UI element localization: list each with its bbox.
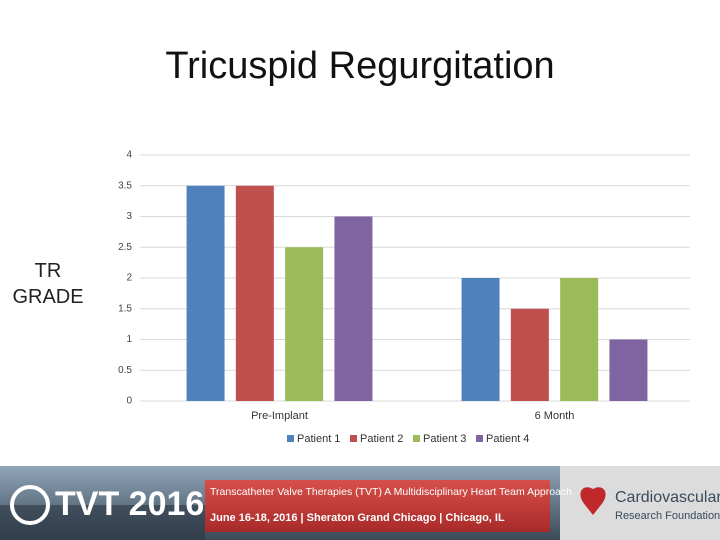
bar xyxy=(285,247,324,401)
details: June 16-18, 2016 | Sheraton Grand Chicag… xyxy=(210,512,505,524)
bar xyxy=(235,185,274,401)
org-logo xyxy=(580,487,606,515)
legend-swatch xyxy=(287,435,294,442)
legend-label: Patient 1 xyxy=(297,433,340,445)
banner-red xyxy=(205,480,550,532)
bar xyxy=(186,185,225,401)
legend-label: Patient 3 xyxy=(423,433,466,445)
y-tick-label: 0 xyxy=(126,396,132,407)
y-tick-label: 3 xyxy=(126,211,132,222)
headline: Transcatheter Valve Therapies (TVT) A Mu… xyxy=(210,486,572,498)
org-name: Cardiovascular xyxy=(615,489,720,506)
y-tick-label: 2 xyxy=(126,273,132,284)
bar xyxy=(334,216,373,401)
event-name: TVT 2016 xyxy=(55,485,204,523)
logo-ring xyxy=(10,485,50,525)
x-tick-label: Pre-Implant xyxy=(251,410,308,422)
y-axis-label: TR GRADE xyxy=(12,260,84,308)
y-tick-label: 4 xyxy=(126,150,132,161)
footer-banner: TVT 2016 Transcatheter Valve Therapies (… xyxy=(0,466,720,540)
legend-label: Patient 2 xyxy=(360,433,403,445)
y-tick-label: 2.5 xyxy=(118,242,132,253)
x-tick-label: 6 Month xyxy=(535,410,575,422)
y-tick-label: 1.5 xyxy=(118,303,132,314)
legend-swatch xyxy=(413,435,420,442)
org-name-2: Research Foundation xyxy=(615,510,720,522)
y-tick-label: 3.5 xyxy=(118,180,132,191)
bar xyxy=(461,278,500,401)
chart-title: Tricuspid Regurgitation xyxy=(165,45,554,87)
bar xyxy=(609,339,648,401)
bar xyxy=(510,308,549,401)
legend-swatch xyxy=(350,435,357,442)
bar xyxy=(560,278,599,401)
legend-label: Patient 4 xyxy=(486,433,529,445)
legend-swatch xyxy=(476,435,483,442)
y-tick-label: 0.5 xyxy=(118,365,132,376)
y-tick-label: 1 xyxy=(126,334,132,345)
